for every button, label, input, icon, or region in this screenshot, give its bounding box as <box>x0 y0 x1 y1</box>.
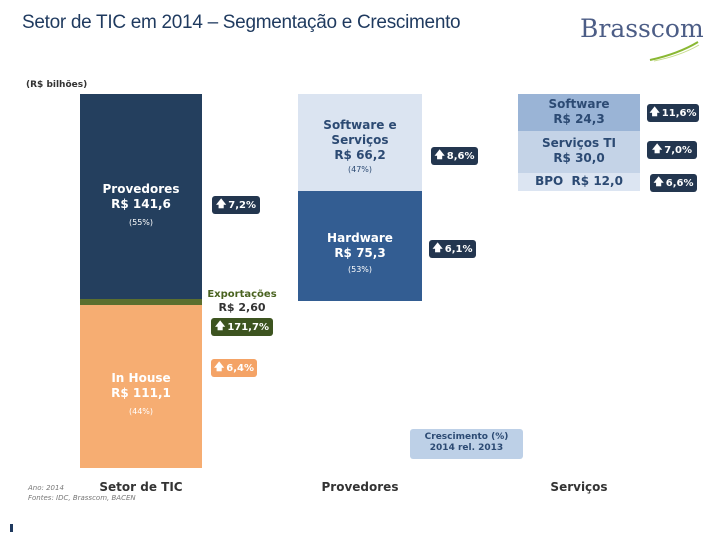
category-label-servicos: Serviços <box>550 480 608 494</box>
bar-segment-exportacoes <box>80 299 202 305</box>
segment-value: R$ 141,6 <box>111 197 171 211</box>
bar-segment-provedores: Provedores R$ 141,6 (55%) <box>80 94 202 299</box>
arrow-up-icon: 🡅 <box>215 320 226 332</box>
growth-badge-exportacoes: 🡅 171,7% <box>211 318 273 336</box>
arrow-up-icon: 🡅 <box>651 143 663 155</box>
arrow-up-icon: 🡅 <box>653 176 664 188</box>
category-label-provedores: Provedores <box>321 480 399 494</box>
bar-segment-software: Software R$ 24,3 <box>518 94 640 131</box>
footer-sources: Fontes: IDC, Brasscom, BACEN <box>28 494 136 502</box>
growth-badge-hardware: 🡅 6,1% <box>429 240 476 258</box>
arrow-up-icon: 🡅 <box>215 198 227 210</box>
arrow-up-icon: 🡅 <box>434 149 445 161</box>
bar-segment-servicos-ti: Serviços TI R$ 30,0 <box>518 131 640 173</box>
growth-badge-servicos-ti: 🡅 7,0% <box>647 141 697 159</box>
growth-legend-box: Crescimento (%) 2014 rel. 2013 <box>410 429 523 459</box>
segment-share: (55%) <box>128 218 154 227</box>
segment-name: In House <box>111 371 171 385</box>
growth-badge-bpo: 🡅 6,6% <box>650 174 697 192</box>
growth-badge-in-house: 🡅 6,4% <box>211 359 257 377</box>
exportacoes-label: Exportações R$ 2,60 <box>207 289 277 314</box>
bar-segment-bpo: BPO R$ 12,0 <box>518 173 640 191</box>
category-label-setor-de-tic: Setor de TIC <box>99 480 183 494</box>
arrow-up-icon: 🡅 <box>213 361 225 373</box>
footer-year: Ano: 2014 <box>28 484 64 492</box>
bar-segment-hardware: Hardware R$ 75,3 (53%) <box>298 191 422 301</box>
brasscom-logo: Brasscom <box>580 14 704 43</box>
growth-badge-software: 🡅 11,6% <box>647 104 699 122</box>
bar-segment-in-house: In House R$ 111,1 (44%) <box>80 305 202 468</box>
segment-share: (44%) <box>128 407 154 416</box>
bar-segment-software-e-servicos: Software e Serviços R$ 66,2 (47%) <box>298 94 422 191</box>
logo-swoosh-icon <box>649 41 700 62</box>
unit-label: (R$ bilhões) <box>26 80 88 90</box>
arrow-up-icon: 🡅 <box>432 242 443 254</box>
arrow-up-icon: 🡅 <box>649 106 660 118</box>
segment-name: Provedores <box>102 182 180 196</box>
page-title: Setor de TIC em 2014 – Segmentação e Cre… <box>22 12 461 33</box>
segment-value: R$ 111,1 <box>111 386 171 400</box>
page-marker <box>10 524 13 532</box>
growth-badge-provedores: 🡅 7,2% <box>212 196 260 214</box>
growth-badge-software-e-servicos: 🡅 8,6% <box>431 147 478 165</box>
